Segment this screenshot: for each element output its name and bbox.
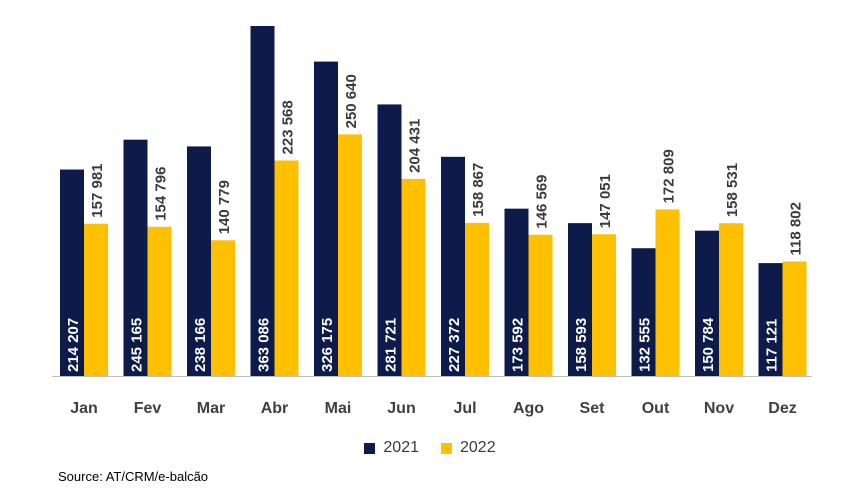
value-label-2021-Jan: 214 207 xyxy=(65,318,82,372)
value-label-2021-Fev: 245 165 xyxy=(129,318,146,372)
legend-label-2021: 2021 xyxy=(383,439,419,456)
bar-2021-Nov xyxy=(695,230,719,376)
bar-2021-Ago xyxy=(504,208,529,376)
bar-2021-Fev xyxy=(123,139,148,376)
value-label-2022-Dez: 118 802 xyxy=(788,202,805,255)
value-label-2021-Abr: 363 086 xyxy=(256,318,273,372)
value-label-2022-Jul: 158 867 xyxy=(470,163,487,217)
value-label-2021-Jul: 227 372 xyxy=(446,318,463,372)
bar-2022-Mar xyxy=(211,240,235,376)
bar-2022-Mai xyxy=(338,134,362,376)
category-label-Jul: Jul xyxy=(453,400,476,417)
bars-group xyxy=(60,26,807,376)
bar-2021-Set xyxy=(568,223,592,376)
category-label-Nov: Nov xyxy=(704,400,734,417)
legend-item-2021: 2021 xyxy=(364,439,419,457)
category-label-Mar: Mar xyxy=(197,400,225,417)
legend: 2021 2022 xyxy=(0,439,860,457)
category-label-Mai: Mai xyxy=(325,400,352,417)
bar-2021-Out xyxy=(631,248,656,376)
category-label-Dez: Dez xyxy=(768,400,796,417)
value-label-2022-Fev: 154 796 xyxy=(153,167,170,221)
bar-2022-Jul xyxy=(465,222,489,376)
bar-2022-Dez xyxy=(782,261,807,376)
value-label-2021-Mai: 326 175 xyxy=(319,318,336,372)
bar-2021-Jun xyxy=(377,104,402,376)
value-label-2022-Mar: 140 779 xyxy=(216,180,233,234)
bar-2021-Jul xyxy=(441,156,465,376)
value-label-2021-Set: 158 593 xyxy=(573,318,590,372)
category-labels: Jan Fev Mar Abr Mai Jun Jul Ago Set Out Nov Dez xyxy=(70,400,797,417)
legend-label-2022: 2022 xyxy=(460,439,496,456)
value-label-2021-Nov: 150 784 xyxy=(700,317,717,372)
bar-2022-Ago xyxy=(528,234,553,376)
category-label-Abr: Abr xyxy=(261,400,289,417)
value-label-2022-Jan: 157 981 xyxy=(89,163,106,217)
category-label-Ago: Ago xyxy=(513,400,544,417)
legend-swatch-2021 xyxy=(364,442,376,454)
category-label-Fev: Fev xyxy=(134,400,162,417)
value-label-2022-Ago: 146 569 xyxy=(534,174,551,228)
category-label-Jan: Jan xyxy=(70,400,98,417)
bar-2022-Out xyxy=(655,209,680,376)
bar-2022-Abr xyxy=(274,160,299,376)
legend-item-2022: 2022 xyxy=(441,439,496,457)
value-label-2022-Mai: 250 640 xyxy=(343,74,360,128)
category-label-Out: Out xyxy=(642,400,670,417)
value-label-2022-Abr: 223 568 xyxy=(280,100,297,154)
bar-2022-Set xyxy=(592,234,616,376)
value-label-2021-Out: 132 555 xyxy=(637,318,654,372)
bar-2021-Abr xyxy=(250,26,275,376)
bar-2021-Mar xyxy=(187,146,211,376)
value-label-2021-Mar: 238 166 xyxy=(192,318,209,372)
value-labels: 214 207 157 981 245 165 154 796 238 166 140 7… xyxy=(65,74,805,372)
legend-swatch-2022 xyxy=(441,442,452,454)
bar-2021-Dez xyxy=(758,263,783,376)
bar-2022-Jun xyxy=(401,178,426,376)
value-label-2022-Set: 147 051 xyxy=(597,174,614,228)
bar-2022-Nov xyxy=(719,223,743,376)
value-label-2021-Ago: 173 592 xyxy=(510,318,527,372)
value-label-2021-Dez: 117 121 xyxy=(764,319,781,372)
category-label-Jun: Jun xyxy=(387,400,415,417)
bar-2022-Jan xyxy=(84,223,108,376)
category-label-Set: Set xyxy=(580,400,606,417)
value-label-2021-Jun: 281 721 xyxy=(383,318,400,372)
value-label-2022-Out: 172 809 xyxy=(661,149,678,203)
bar-2021-Jan xyxy=(60,169,84,376)
value-label-2022-Nov: 158 531 xyxy=(724,163,741,217)
value-label-2022-Jun: 204 431 xyxy=(407,119,424,173)
bar-2022-Fev xyxy=(147,226,172,376)
source-note: Source: AT/CRM/e-balcão xyxy=(58,469,209,484)
bar-2021-Mai xyxy=(314,61,338,376)
